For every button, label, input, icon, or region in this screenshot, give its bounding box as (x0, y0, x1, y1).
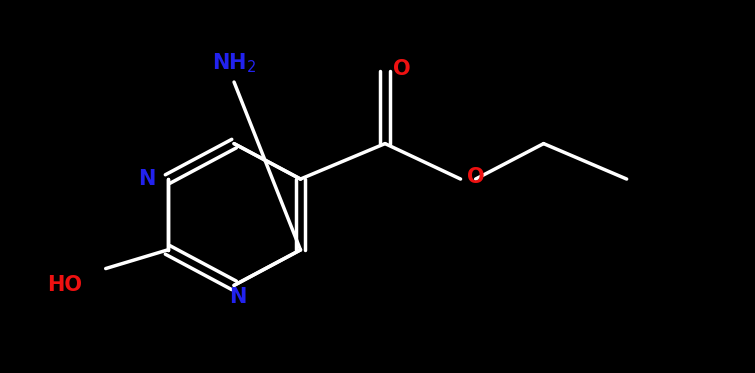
Text: N: N (137, 169, 156, 189)
Text: O: O (393, 59, 411, 79)
Text: NH$_2$: NH$_2$ (212, 51, 256, 75)
Text: HO: HO (47, 275, 82, 295)
Text: N: N (229, 286, 247, 307)
Text: O: O (467, 167, 485, 187)
